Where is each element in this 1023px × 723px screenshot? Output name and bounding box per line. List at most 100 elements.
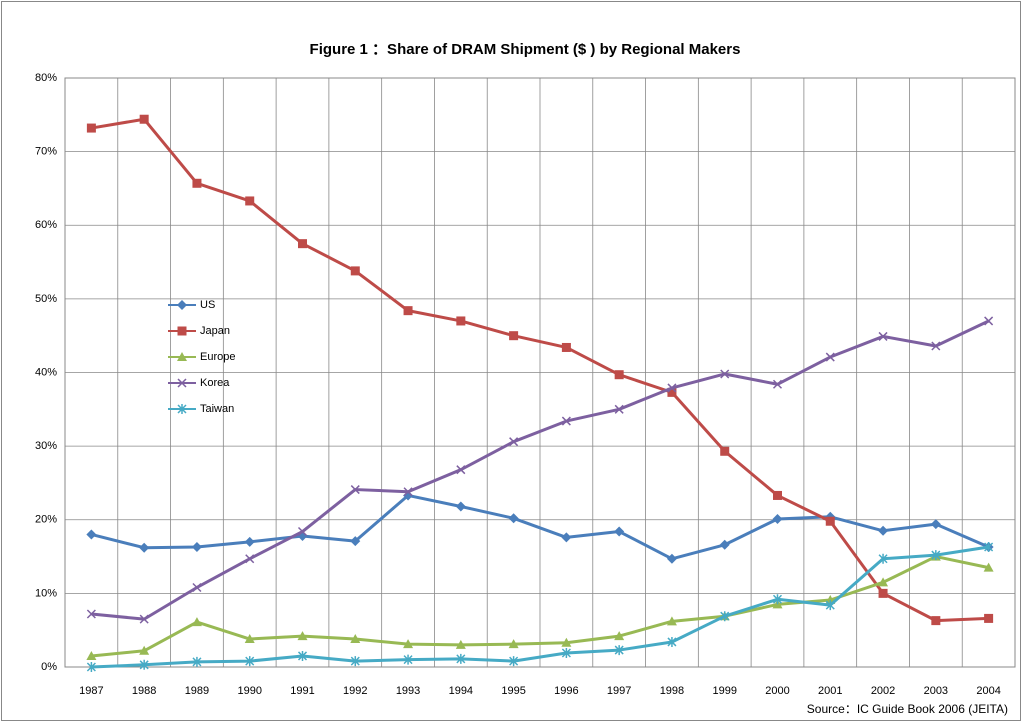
marker — [561, 342, 571, 352]
marker — [350, 266, 360, 276]
marker — [772, 514, 783, 525]
marker — [614, 404, 624, 414]
marker — [508, 639, 519, 649]
y-tick-label: 50% — [35, 293, 57, 305]
marker — [86, 609, 96, 619]
marker — [191, 541, 202, 552]
marker — [666, 616, 677, 626]
marker — [177, 404, 187, 414]
marker — [403, 639, 414, 649]
marker — [350, 634, 361, 644]
marker — [245, 554, 255, 564]
marker — [192, 178, 202, 188]
y-tick-label: 30% — [35, 440, 57, 452]
series-line — [91, 319, 990, 621]
marker — [614, 631, 625, 641]
marker — [139, 542, 150, 553]
marker — [878, 577, 889, 587]
x-tick-label: 1999 — [712, 685, 736, 697]
y-tick-label: 0% — [41, 661, 57, 673]
x-tick-label: 1995 — [501, 685, 525, 697]
x-tick-label: 1989 — [185, 685, 209, 697]
marker — [930, 519, 941, 530]
x-tick-label: 1992 — [343, 685, 367, 697]
x-tick-label: 1997 — [607, 685, 631, 697]
marker — [825, 600, 835, 611]
x-tick-label: 1991 — [290, 685, 314, 697]
marker — [455, 501, 466, 512]
x-tick-label: 1993 — [396, 685, 420, 697]
marker — [244, 536, 255, 547]
marker — [509, 437, 519, 447]
marker — [878, 525, 889, 536]
marker — [983, 562, 994, 572]
marker — [350, 656, 360, 667]
y-tick-label: 60% — [35, 219, 57, 231]
marker — [139, 614, 149, 624]
marker — [878, 553, 888, 564]
marker — [667, 387, 677, 397]
x-tick-label: 1994 — [449, 685, 473, 697]
marker — [86, 529, 97, 540]
marker — [931, 550, 941, 561]
marker — [192, 656, 202, 667]
marker — [720, 446, 730, 456]
marker — [720, 611, 730, 622]
marker — [878, 588, 888, 598]
marker — [561, 532, 572, 543]
y-tick-label: 80% — [35, 72, 57, 84]
legend-label: Taiwan — [200, 403, 234, 415]
marker — [86, 662, 96, 672]
legend-label: Europe — [200, 351, 235, 363]
marker — [245, 656, 255, 667]
legend-label: Japan — [200, 325, 230, 337]
legend-label: Korea — [200, 377, 230, 389]
marker — [984, 316, 994, 326]
series-line — [91, 545, 989, 669]
marker — [509, 331, 519, 341]
x-tick-label: 2000 — [765, 685, 789, 697]
marker — [984, 613, 994, 623]
marker — [298, 239, 307, 249]
marker — [456, 465, 466, 475]
marker — [403, 654, 413, 665]
x-tick-label: 1990 — [237, 685, 261, 697]
source: Source：IC Guide Book 2006 (JEITA) — [807, 702, 1008, 716]
marker — [244, 634, 255, 644]
marker — [139, 645, 150, 655]
x-tick-label: 2003 — [924, 685, 948, 697]
x-tick-label: 1998 — [660, 685, 684, 697]
marker — [825, 352, 835, 362]
marker — [403, 487, 413, 497]
marker — [666, 553, 677, 564]
marker — [177, 378, 187, 388]
marker — [667, 383, 677, 393]
marker — [614, 645, 624, 656]
x-tick-label: 1987 — [79, 685, 103, 697]
marker — [772, 379, 783, 389]
marker — [86, 650, 97, 660]
marker — [984, 541, 994, 552]
series-line — [91, 117, 989, 623]
marker — [177, 326, 187, 336]
marker — [350, 536, 361, 547]
marker — [931, 341, 941, 351]
marker — [720, 369, 730, 379]
marker — [177, 352, 187, 361]
series-line — [91, 493, 990, 561]
marker — [719, 539, 730, 550]
y-tick-label: 70% — [35, 146, 57, 158]
marker — [191, 617, 202, 627]
marker — [297, 526, 308, 537]
marker — [139, 659, 149, 670]
marker — [456, 653, 466, 664]
x-tick-label: 2002 — [871, 685, 895, 697]
marker — [245, 196, 255, 206]
marker — [139, 114, 149, 124]
marker — [177, 300, 187, 310]
marker — [931, 616, 941, 626]
marker — [350, 485, 360, 495]
y-tick-label: 10% — [35, 587, 57, 599]
